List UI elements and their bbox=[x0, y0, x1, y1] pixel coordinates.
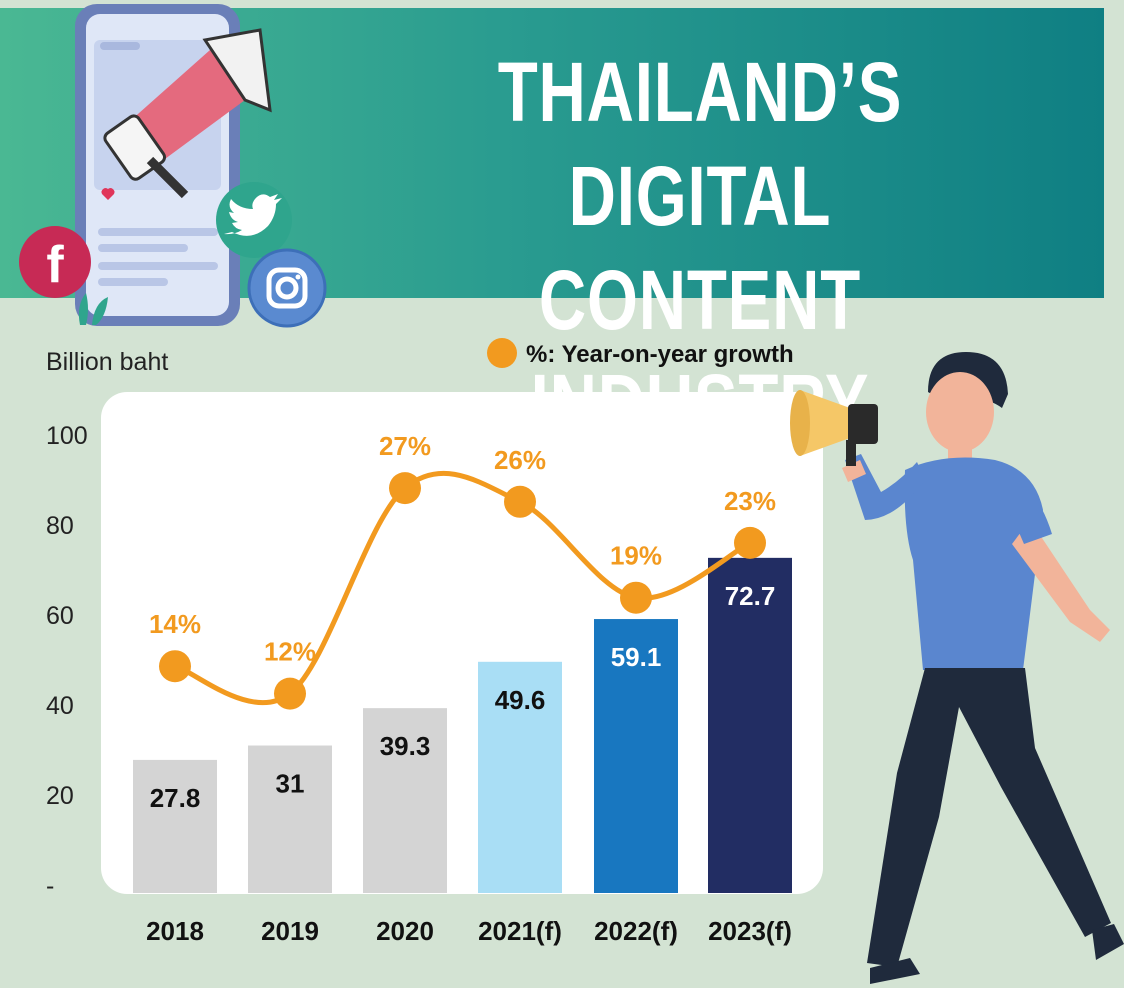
growth-label: 14% bbox=[149, 609, 201, 639]
bar-value-label: 59.1 bbox=[611, 642, 662, 672]
bar bbox=[248, 745, 332, 893]
growth-point bbox=[159, 650, 191, 683]
twitter-icon bbox=[216, 182, 292, 258]
bar bbox=[478, 661, 562, 893]
bar bbox=[133, 759, 217, 893]
x-tick-label: 2020 bbox=[376, 916, 434, 946]
bar-value-label: 39.3 bbox=[380, 731, 431, 761]
x-axis-ticks: 2018 2019 2020 2021(f) 2022(f) 2023(f) bbox=[146, 916, 792, 946]
x-tick-label: 2022(f) bbox=[594, 916, 678, 946]
growth-label: 12% bbox=[264, 637, 316, 667]
growth-points bbox=[159, 472, 766, 710]
bar-value-label: 27.8 bbox=[150, 783, 201, 813]
megaphone-icon bbox=[103, 28, 272, 199]
svg-text:f: f bbox=[46, 236, 64, 294]
y-tick-label: 100 bbox=[46, 422, 88, 450]
bar bbox=[363, 708, 447, 893]
growth-label: 27% bbox=[379, 431, 431, 461]
growth-point bbox=[620, 581, 652, 614]
growth-label: 26% bbox=[494, 445, 546, 475]
y-axis-ticks: - 20 40 60 80 100 bbox=[46, 422, 88, 900]
plant-icon bbox=[78, 293, 108, 325]
growth-label: 23% bbox=[724, 486, 776, 516]
bar-series bbox=[133, 557, 792, 893]
heart-icon bbox=[101, 188, 115, 200]
growth-point bbox=[274, 677, 306, 710]
x-tick-label: 2018 bbox=[146, 916, 204, 946]
person-with-megaphone-illustration bbox=[790, 352, 1124, 984]
y-tick-label: 80 bbox=[46, 512, 74, 540]
bar bbox=[594, 619, 678, 893]
growth-point bbox=[504, 485, 536, 518]
growth-label: 19% bbox=[610, 541, 662, 571]
growth-point bbox=[389, 472, 421, 505]
facebook-icon: f bbox=[19, 226, 91, 298]
instagram-icon bbox=[247, 248, 327, 328]
y-tick-label: 40 bbox=[46, 692, 74, 720]
bar bbox=[708, 557, 792, 893]
title-line-1: THAILAND’S DIGITAL bbox=[497, 45, 903, 243]
legend-marker bbox=[487, 338, 517, 368]
y-tick-label: - bbox=[46, 872, 54, 900]
bar-value-label: 49.6 bbox=[495, 685, 546, 715]
bar-value-labels: 27.8 31 39.3 49.6 59.1 72.7 bbox=[150, 581, 776, 813]
x-tick-label: 2021(f) bbox=[478, 916, 562, 946]
x-tick-label: 2019 bbox=[261, 916, 319, 946]
growth-point bbox=[734, 526, 766, 559]
y-axis-label: Billion baht bbox=[46, 348, 169, 376]
x-tick-label: 2023(f) bbox=[708, 916, 792, 946]
y-tick-label: 60 bbox=[46, 602, 74, 630]
legend: %: Year-on-year growth bbox=[487, 338, 794, 368]
growth-labels: 14% 12% 27% 26% 19% 23% bbox=[149, 431, 776, 666]
legend-label: %: Year-on-year growth bbox=[526, 341, 794, 368]
bar-value-label: 72.7 bbox=[725, 581, 776, 611]
y-tick-label: 20 bbox=[46, 782, 74, 810]
bar-value-label: 31 bbox=[276, 769, 305, 799]
